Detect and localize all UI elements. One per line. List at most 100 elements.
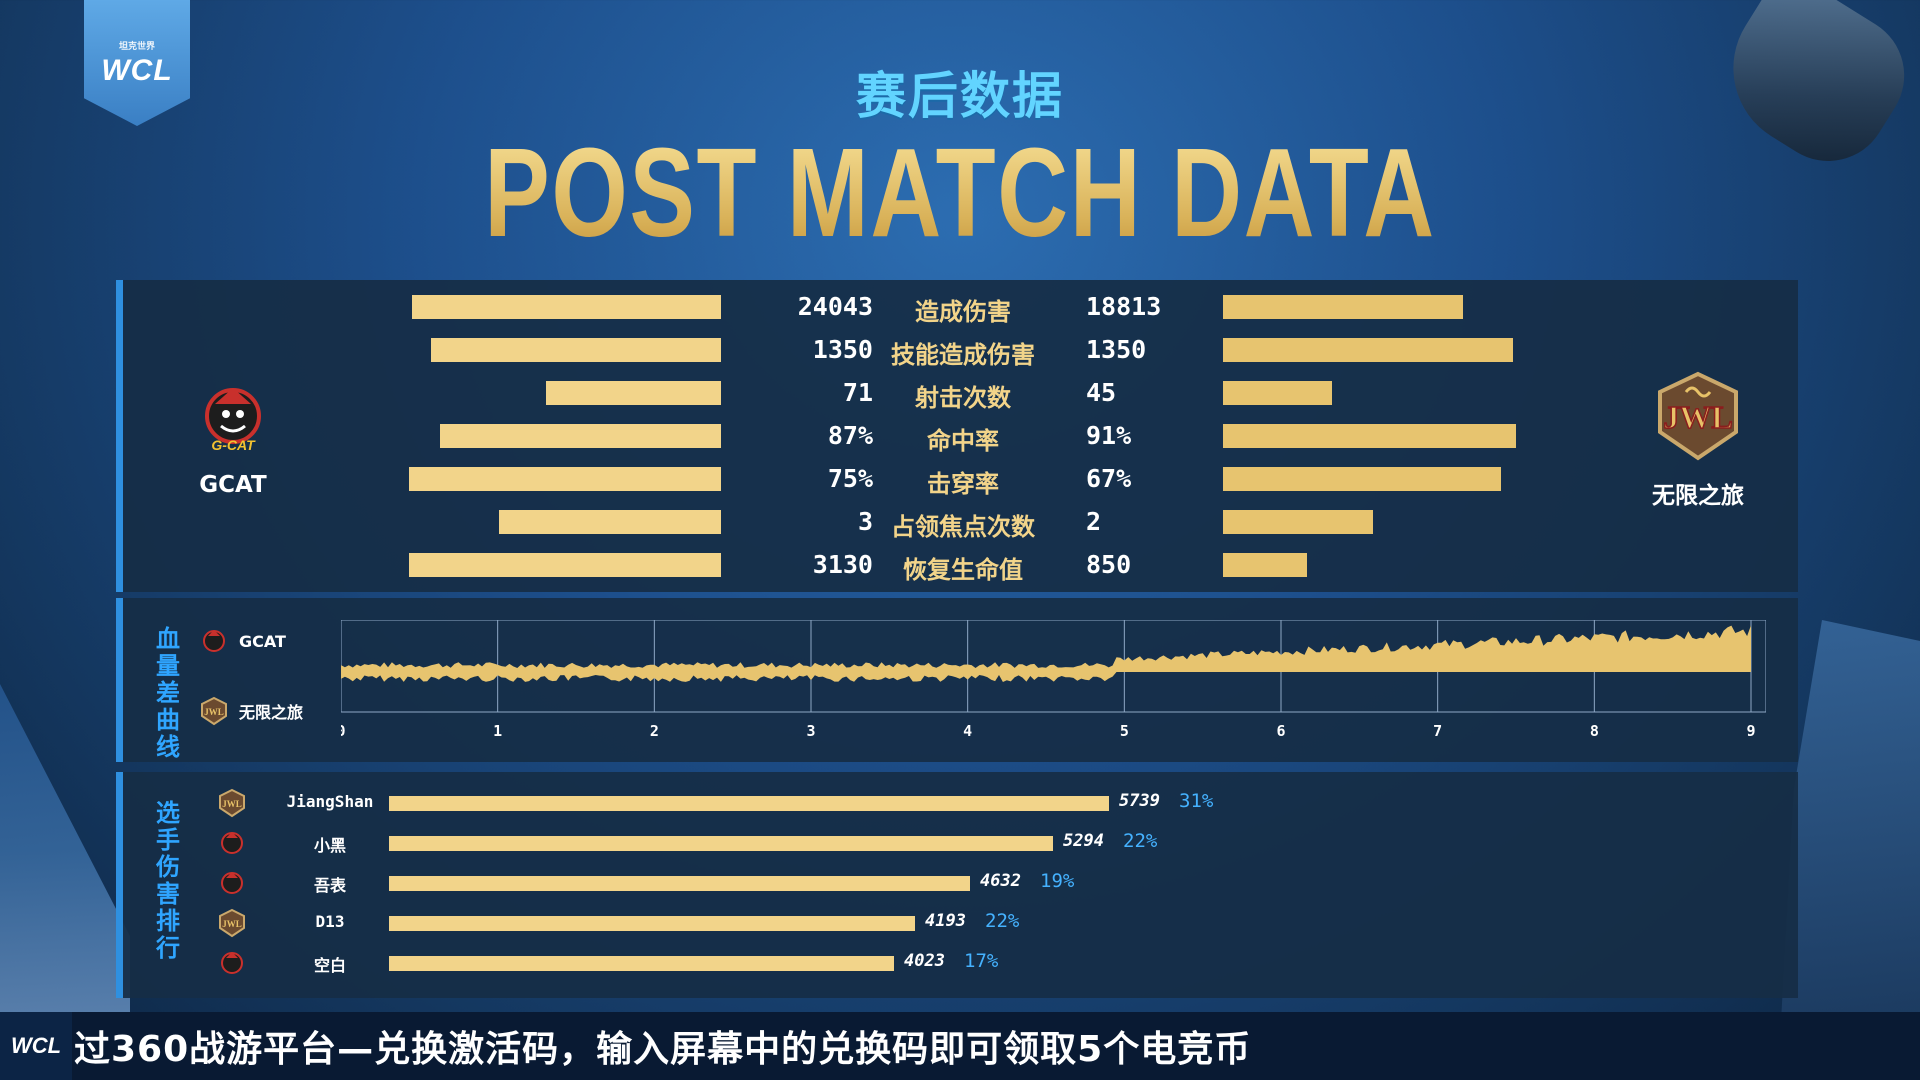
curve-legend-jwl: JWL 无限之旅 — [199, 696, 303, 726]
hp-difference-chart: 0 1 2 3 4 5 6 7 8 9 — [341, 620, 1766, 740]
stat-bar-left — [546, 381, 721, 405]
player-damage-bar — [389, 956, 894, 971]
stats-panel: G-CAT GCAT JWL 无限之旅 24043 造成伤害 18813 135… — [116, 280, 1798, 592]
stat-row-hit-rate: 87% 命中率 91% — [123, 421, 1805, 455]
player-damage-bar — [389, 876, 970, 891]
x-tick-label: 9 — [1746, 722, 1755, 740]
jwl-logo-icon: JWL — [1652, 370, 1744, 462]
player-damage-bar — [389, 836, 1053, 851]
gcat-mini-icon — [217, 828, 247, 858]
x-tick-label: 0 — [341, 722, 346, 740]
player-name: 小黑 — [313, 836, 346, 855]
player-name: JiangShan — [286, 792, 374, 811]
player-damage-share: 17% — [964, 950, 999, 972]
stat-value-right: 45 — [1086, 378, 1117, 407]
stat-value-left: 3 — [857, 507, 873, 536]
x-tick-label: 1 — [493, 722, 502, 740]
stat-row-penetration-rate: 75% 击穿率 67% — [123, 464, 1805, 498]
stat-row-damage: 24043 造成伤害 18813 — [123, 292, 1805, 326]
team-left: G-CAT GCAT — [173, 378, 293, 498]
stat-value-right: 1350 — [1086, 335, 1147, 364]
stat-label: 技能造成伤害 — [891, 341, 1035, 369]
wcl-logo: 坦克世界 WCL — [84, 0, 190, 126]
player-damage-share: 22% — [985, 910, 1020, 932]
player-name: D13 — [315, 912, 345, 931]
svg-text:JWL: JWL — [222, 799, 242, 809]
stat-bar-right — [1223, 467, 1501, 491]
jwl-mini-icon: JWL — [217, 908, 247, 938]
gcat-mini-icon — [199, 626, 229, 656]
x-tick-label: 8 — [1590, 722, 1599, 740]
ticker-wcl-logo: WCL — [0, 1012, 72, 1080]
stat-value-left: 3130 — [812, 550, 873, 579]
player-damage-value: 4193 — [925, 911, 966, 931]
stat-value-right: 18813 — [1086, 292, 1162, 321]
stat-value-left: 24043 — [797, 292, 873, 321]
player-damage-value: 5294 — [1063, 831, 1104, 851]
svg-text:JWL: JWL — [1663, 399, 1732, 435]
gcat-logo-icon: G-CAT — [193, 378, 273, 458]
stat-bar-left — [412, 295, 721, 319]
stat-bar-left — [431, 338, 721, 362]
bottom-ticker: WCL 过360战游平台—兑换激活码，输入屏幕中的兑换码即可领取5个电竞币 — [0, 1012, 1920, 1080]
ranking-row: JWL D13 4193 22% — [193, 906, 1753, 940]
stat-row-skill-damage: 1350 技能造成伤害 1350 — [123, 335, 1805, 369]
x-tick-label: 5 — [1120, 722, 1129, 740]
svg-text:JWL: JWL — [204, 707, 224, 717]
stat-bar-right — [1223, 381, 1332, 405]
x-tick-label: 3 — [806, 722, 815, 740]
stat-row-capture-count: 3 占领焦点次数 2 — [123, 507, 1805, 541]
team-right: JWL 无限之旅 — [1623, 370, 1773, 510]
player-damage-bar — [389, 796, 1109, 811]
jwl-mini-icon: JWL — [217, 788, 247, 818]
stat-bar-left — [409, 553, 721, 577]
stat-label: 造成伤害 — [915, 298, 1011, 326]
x-tick-label: 6 — [1276, 722, 1285, 740]
player-damage-share: 19% — [1040, 870, 1075, 892]
stat-bar-right — [1223, 338, 1513, 362]
stat-bar-right — [1223, 553, 1307, 577]
gcat-mini-icon — [217, 868, 247, 898]
stat-value-left: 87% — [827, 421, 873, 450]
ranking-row: 小黑 5294 22% — [193, 826, 1753, 860]
stat-bar-right — [1223, 295, 1463, 319]
stat-label: 恢复生命值 — [903, 556, 1023, 584]
x-tick-label: 4 — [963, 722, 972, 740]
stat-value-left: 71 — [842, 378, 873, 407]
ranking-section-label: 选手伤害排行 — [156, 799, 180, 962]
page-title-en: POST MATCH DATA — [211, 130, 1709, 256]
stat-value-right: 67% — [1086, 464, 1132, 493]
player-name: 吾表 — [313, 876, 346, 895]
stat-label: 命中率 — [927, 427, 999, 455]
player-damage-bar — [389, 916, 915, 931]
ranking-row: 空白 4023 17% — [193, 946, 1753, 980]
hp-curve-section-label: 血量差曲线 — [156, 625, 180, 761]
player-damage-value: 4023 — [904, 951, 945, 971]
stat-row-shots: 71 射击次数 45 — [123, 378, 1805, 412]
player-damage-value: 4632 — [980, 871, 1021, 891]
jwl-mini-icon: JWL — [199, 696, 229, 726]
page-title-cn: 赛后数据 — [856, 67, 1064, 125]
player-damage-ranking-panel: 选手伤害排行 JWL JiangShan 5739 31% 小黑 5294 22% 吾表 463… — [116, 772, 1798, 998]
curve-legend-gcat: GCAT — [199, 626, 286, 656]
team-right-name: 无限之旅 — [1652, 483, 1744, 509]
stat-value-right: 91% — [1086, 421, 1132, 450]
stat-row-healing: 3130 恢复生命值 850 — [123, 550, 1805, 584]
svg-text:JWL: JWL — [222, 919, 242, 929]
stat-bar-left — [409, 467, 721, 491]
x-tick-label: 2 — [650, 722, 659, 740]
stat-label: 占领焦点次数 — [891, 513, 1035, 541]
chart-x-ticks: 0 1 2 3 4 5 6 7 8 9 — [341, 722, 1756, 740]
background-hill-art — [0, 684, 130, 1020]
hp-difference-panel: 血量差曲线 GCAT JWL 无限之旅 0 1 2 3 4 5 6 7 8 9 — [116, 598, 1798, 762]
stat-bar-left — [499, 510, 721, 534]
player-damage-share: 22% — [1123, 830, 1158, 852]
team-left-name: GCAT — [199, 472, 267, 498]
background-tank-art — [1780, 620, 1920, 1040]
curve-legend-jwl-label: 无限之旅 — [239, 703, 304, 722]
x-tick-label: 7 — [1433, 722, 1442, 740]
stat-label: 射击次数 — [915, 384, 1011, 412]
stat-value-right: 2 — [1086, 507, 1102, 536]
ranking-row: 吾表 4632 19% — [193, 866, 1753, 900]
stat-bar-right — [1223, 424, 1516, 448]
